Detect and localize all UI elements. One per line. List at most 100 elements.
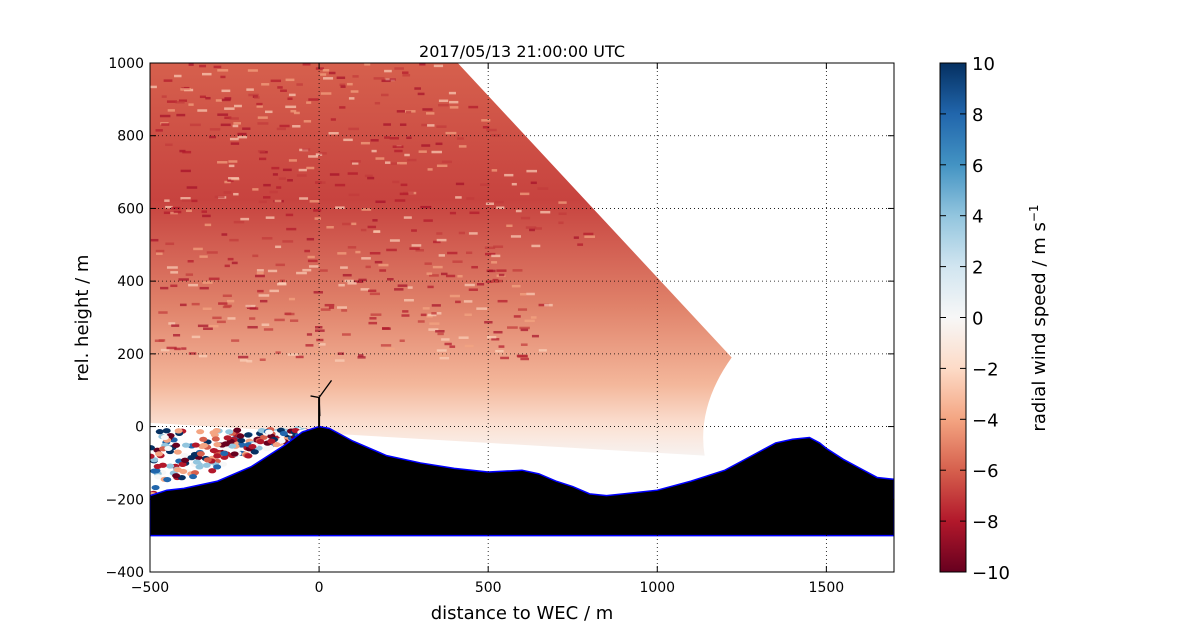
y-tick-label: 200 bbox=[117, 347, 144, 363]
speckle bbox=[496, 269, 507, 272]
speckle bbox=[213, 65, 222, 69]
speckle bbox=[259, 299, 268, 303]
colorbar-tick-label: 6 bbox=[972, 156, 983, 177]
speckle bbox=[397, 284, 408, 287]
speckle bbox=[315, 181, 326, 184]
speckle bbox=[230, 142, 240, 145]
speckle bbox=[520, 192, 530, 196]
speckle bbox=[290, 109, 297, 113]
speckle bbox=[216, 320, 226, 324]
speckle bbox=[185, 273, 194, 276]
speckle bbox=[257, 116, 268, 119]
speckle bbox=[584, 235, 596, 238]
speckle bbox=[163, 79, 173, 82]
noise-cell bbox=[191, 442, 200, 448]
noise-cell bbox=[199, 436, 208, 442]
speckle bbox=[407, 158, 417, 162]
speckle bbox=[406, 110, 412, 114]
speckle bbox=[156, 252, 163, 255]
speckle bbox=[202, 307, 212, 311]
speckle bbox=[476, 283, 485, 286]
speckle bbox=[338, 283, 345, 287]
speckle bbox=[457, 274, 463, 278]
speckle bbox=[386, 248, 397, 252]
speckle bbox=[181, 347, 187, 350]
speckle bbox=[166, 266, 178, 269]
speckle bbox=[427, 168, 433, 171]
speckle bbox=[417, 320, 425, 323]
speckle bbox=[231, 261, 238, 265]
speckle bbox=[263, 328, 274, 331]
noise-cell bbox=[244, 453, 253, 459]
speckle bbox=[464, 283, 475, 287]
noise-cell bbox=[209, 430, 218, 436]
speckle bbox=[275, 245, 282, 249]
speckle bbox=[221, 233, 228, 236]
speckle bbox=[212, 316, 222, 320]
noise-cell bbox=[172, 473, 181, 479]
speckle bbox=[328, 353, 335, 357]
speckle bbox=[188, 63, 194, 66]
speckle bbox=[208, 277, 220, 281]
speckle bbox=[237, 355, 249, 359]
noise-cell bbox=[265, 429, 274, 435]
speckle bbox=[328, 71, 336, 75]
speckle bbox=[285, 78, 295, 82]
speckle bbox=[309, 200, 320, 203]
speckle bbox=[441, 338, 450, 341]
speckle bbox=[498, 345, 505, 348]
noise-cell bbox=[192, 459, 201, 465]
speckle bbox=[170, 284, 178, 288]
speckle bbox=[577, 243, 584, 246]
noise-cell bbox=[237, 437, 246, 444]
speckle bbox=[365, 265, 371, 269]
speckle bbox=[328, 132, 339, 135]
noise-cell bbox=[219, 461, 228, 467]
speckle bbox=[279, 124, 290, 128]
speckle bbox=[476, 307, 488, 310]
speckle bbox=[163, 211, 175, 215]
speckle bbox=[224, 116, 232, 120]
speckle bbox=[429, 274, 439, 277]
speckle bbox=[289, 319, 299, 322]
speckle bbox=[348, 127, 359, 131]
colorbar-tick-label: 0 bbox=[972, 309, 983, 330]
noise-cell bbox=[164, 445, 173, 452]
speckle bbox=[407, 286, 413, 289]
speckle bbox=[258, 294, 270, 297]
plot-area: −500 0 500 1000 1500 −400 −200 0 200 400 600 800 10… bbox=[72, 42, 895, 624]
speckle bbox=[165, 143, 173, 147]
speckle bbox=[517, 308, 528, 311]
speckle bbox=[435, 142, 443, 146]
speckle bbox=[166, 346, 177, 350]
speckle bbox=[233, 122, 241, 125]
colorbar-label: radial wind speed / m s−1 bbox=[1027, 204, 1050, 431]
speckle bbox=[329, 173, 340, 176]
speckle bbox=[519, 326, 530, 330]
speckle bbox=[248, 93, 259, 97]
speckle bbox=[305, 344, 314, 347]
speckle bbox=[246, 88, 254, 91]
noise-cell bbox=[173, 449, 182, 455]
speckle bbox=[428, 328, 439, 331]
speckle bbox=[187, 260, 194, 263]
speckle bbox=[197, 324, 209, 328]
speckle bbox=[275, 351, 281, 354]
speckle bbox=[487, 335, 497, 339]
speckle bbox=[295, 355, 304, 359]
speckle bbox=[403, 216, 412, 219]
speckle bbox=[468, 232, 478, 235]
speckle bbox=[394, 149, 403, 153]
speckle bbox=[440, 272, 448, 276]
speckle bbox=[360, 228, 367, 232]
speckle bbox=[249, 317, 256, 320]
speckle bbox=[285, 213, 294, 217]
speckle bbox=[449, 100, 459, 104]
speckle bbox=[256, 269, 264, 272]
speckle bbox=[306, 166, 315, 170]
speckle bbox=[449, 106, 459, 109]
speckle bbox=[223, 191, 232, 194]
speckle bbox=[411, 244, 422, 247]
speckle bbox=[469, 211, 480, 215]
speckle bbox=[158, 339, 166, 342]
